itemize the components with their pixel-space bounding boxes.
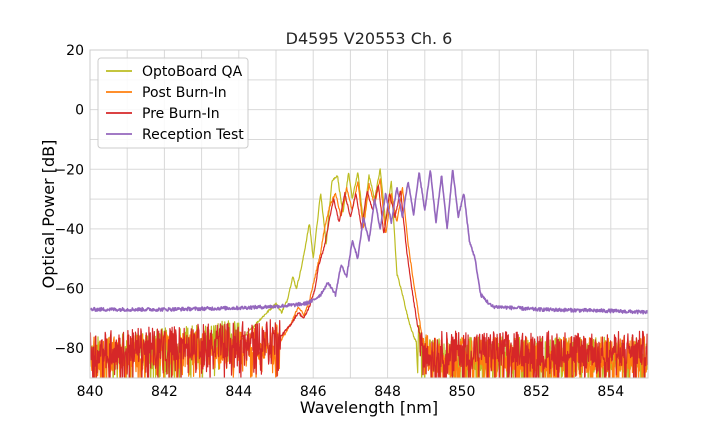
legend-label: Pre Burn-In: [142, 106, 220, 122]
series-line-3: [90, 169, 648, 315]
legend: OptoBoard QA Post Burn-In Pre Burn-In Recep…: [97, 57, 249, 149]
legend-box: [97, 57, 249, 149]
legend-label: Post Burn-In: [142, 85, 227, 101]
y-tick-label: −40: [54, 222, 84, 238]
x-tick-label: 848: [374, 384, 401, 400]
x-tick-label: 850: [449, 384, 476, 400]
x-tick-label: 852: [523, 384, 550, 400]
x-tick-label: 854: [597, 384, 624, 400]
x-tick-label: 842: [151, 384, 178, 400]
y-tick-label: 0: [75, 103, 84, 119]
y-axis-title: Optical Power [dB]: [39, 140, 58, 289]
plot-frame: [89, 49, 649, 379]
y-tick-label: 20: [66, 43, 84, 59]
y-tick-label: −60: [54, 282, 84, 298]
x-tick-label: 840: [77, 384, 104, 400]
series-layer: [90, 168, 648, 378]
x-tick-label: 846: [300, 384, 327, 400]
x-axis-title: Wavelength [nm]: [300, 398, 438, 417]
x-axis-ticks: 840 842 844 846 848 850 852 854: [77, 384, 625, 400]
legend-label: OptoBoard QA: [142, 64, 243, 80]
series-line-2: [90, 185, 648, 378]
chart-title: D4595 V20553 Ch. 6: [286, 29, 453, 48]
y-tick-label: −20: [54, 162, 84, 178]
x-tick-label: 844: [225, 384, 252, 400]
y-axis-ticks: 20 0 −20 −40 −60 −80: [54, 43, 84, 357]
legend-label: Reception Test: [142, 127, 244, 143]
y-tick-label: −80: [54, 341, 84, 357]
